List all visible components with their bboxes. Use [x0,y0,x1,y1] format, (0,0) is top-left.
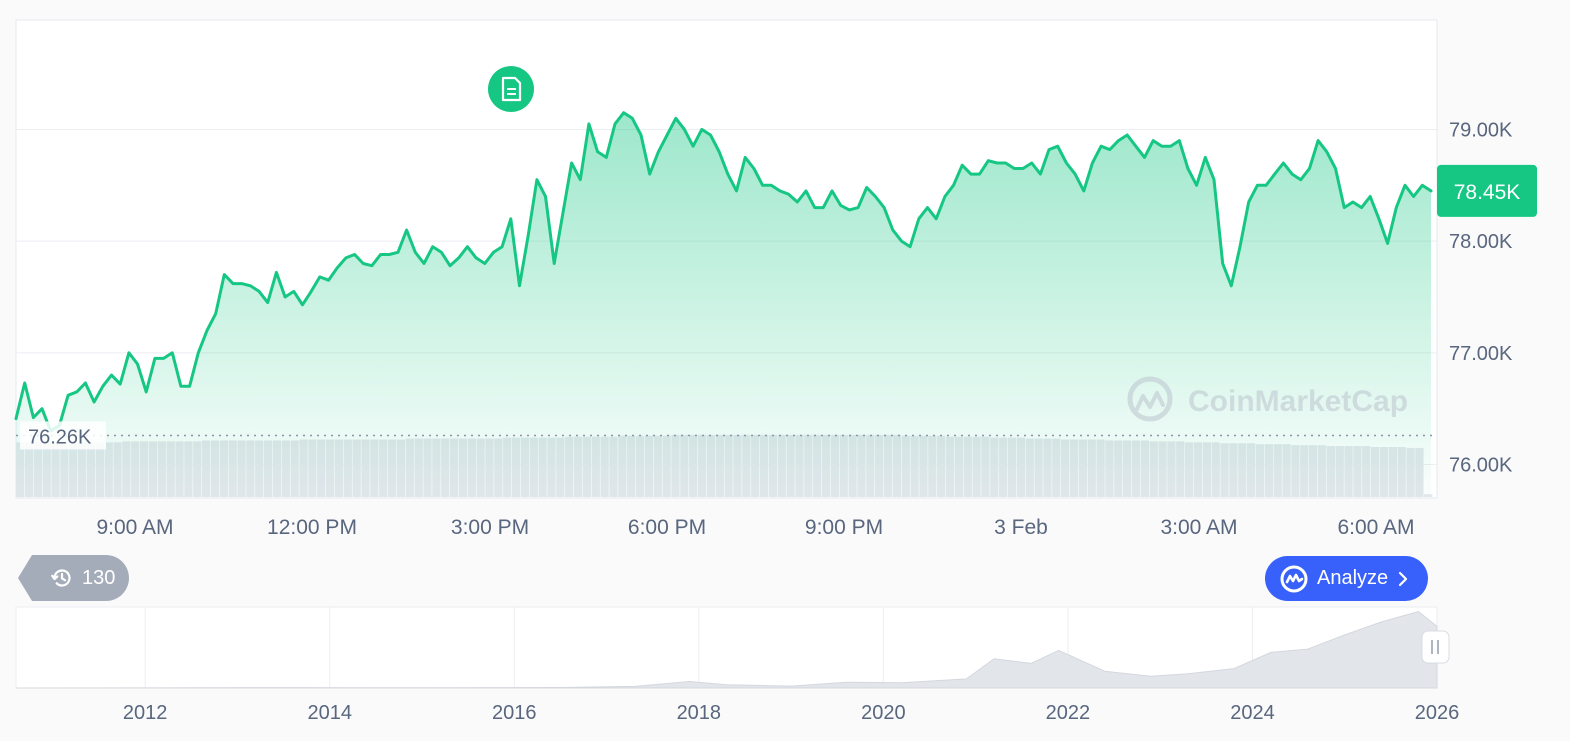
x-tick-label: 6:00 AM [1337,516,1414,539]
chevron-right-icon [1399,571,1408,586]
history-count: 130 [82,566,116,589]
navigator-handle[interactable] [1421,630,1450,664]
watermark-logo-mark [1135,391,1165,411]
analyze-label: Analyze [1317,567,1389,589]
watermark-text: CoinMarketCap [1188,385,1408,418]
y-tick-label: 78.00K [1449,231,1513,253]
analyze-button[interactable]: Analyze [1265,556,1429,601]
current-price-tag [1437,164,1537,217]
x-tick-label: 3:00 AM [1160,516,1237,539]
overview-tick-label: 2012 [123,702,168,724]
overview-tick-label: 2020 [861,702,906,724]
overview-tick-label: 2022 [1046,702,1091,724]
watermark-logo-icon [1127,376,1173,422]
y-tick-label: 77.00K [1449,343,1513,365]
history-badge[interactable]: 130 [18,555,130,601]
y-tick-label: 79.00K [1449,119,1513,141]
coinmarketcap-logo-icon [1280,565,1308,592]
reference-label: 76.26K [28,426,92,448]
document-icon [501,76,522,102]
x-tick-label: 9:00 PM [805,516,883,539]
x-tick-label: 6:00 PM [628,516,706,539]
watermark: CoinMarketCap [1127,376,1408,422]
overview-tick-label: 2014 [307,702,352,724]
y-tick-label: 76.00K [1449,454,1513,476]
overview-tick-label: 2026 [1415,702,1460,724]
history-icon [51,569,71,587]
x-tick-label: 9:00 AM [96,516,173,539]
overview-area-series [15,610,1438,689]
navigator-handle-box [1421,630,1450,664]
x-tick-label: 12:00 PM [267,516,357,539]
x-tick-label: 3 Feb [994,516,1048,539]
overview-tick-label: 2018 [677,702,722,724]
current-price-label: 78.45K [1454,181,1521,204]
news-marker [488,66,534,112]
price-area [16,112,1431,498]
overview-tick-label: 2016 [492,702,537,724]
price-line [14,111,1433,433]
overview-tick-label: 2024 [1230,702,1275,724]
reference-label-bg [20,421,106,450]
x-tick-label: 3:00 PM [451,516,529,539]
